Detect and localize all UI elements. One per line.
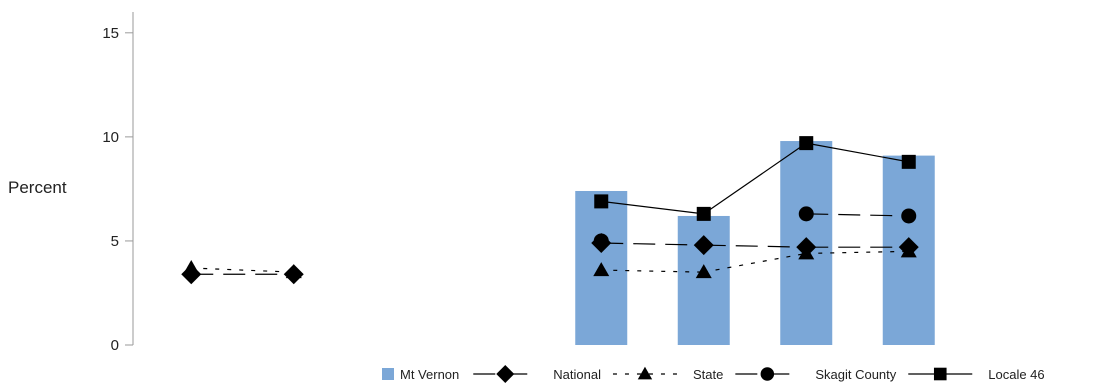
series-line	[806, 250, 909, 255]
legend-label: National	[553, 367, 601, 382]
point-marker	[593, 262, 610, 277]
bar-series	[575, 141, 935, 345]
point-marker	[496, 365, 515, 383]
series-line	[703, 142, 807, 215]
series-line	[806, 142, 909, 163]
point-marker	[695, 264, 712, 279]
legend-label: Skagit County	[815, 367, 896, 382]
series-skagit-county	[593, 206, 917, 249]
y-tick-label: 10	[102, 129, 119, 146]
legend-swatch	[382, 368, 394, 380]
series-locale-46	[594, 136, 916, 221]
point-marker	[285, 264, 302, 279]
series-line	[601, 242, 704, 246]
legend-label: State	[693, 367, 723, 382]
point-marker	[593, 233, 609, 249]
legend: Mt Vernon National State Skagit County Local…	[382, 365, 1045, 383]
series-line	[703, 244, 807, 248]
point-marker	[693, 235, 714, 256]
legend-item: Locale 46	[908, 367, 1045, 382]
legend-label: Mt Vernon	[400, 367, 459, 382]
y-tick-label: 5	[111, 233, 119, 250]
series-state	[183, 243, 917, 279]
series-line	[601, 200, 704, 215]
point-marker	[594, 194, 609, 209]
series-line	[191, 267, 294, 273]
point-marker	[799, 136, 814, 151]
point-marker	[901, 154, 916, 169]
point-marker	[696, 206, 711, 221]
series-line	[601, 269, 704, 273]
point-marker	[933, 367, 947, 381]
point-marker	[798, 245, 815, 260]
y-tick-label: 0	[111, 337, 119, 354]
legend-item: Skagit County	[735, 367, 897, 382]
legend-item: National	[473, 365, 601, 383]
point-marker	[760, 367, 775, 381]
legend-item: State	[612, 366, 723, 382]
series-line	[806, 213, 909, 217]
point-marker	[637, 366, 653, 380]
line-series	[181, 136, 919, 285]
legend-label: Locale 46	[988, 367, 1044, 382]
y-axis-label: Percent	[8, 178, 67, 197]
point-marker	[901, 208, 917, 224]
point-marker	[900, 243, 917, 258]
y-axis: 0 5 10 15	[102, 12, 134, 354]
y-tick-label: 15	[102, 25, 119, 42]
legend-item: Mt Vernon	[382, 367, 459, 382]
point-marker	[183, 259, 200, 274]
series-line	[703, 252, 807, 273]
point-marker	[798, 206, 814, 222]
